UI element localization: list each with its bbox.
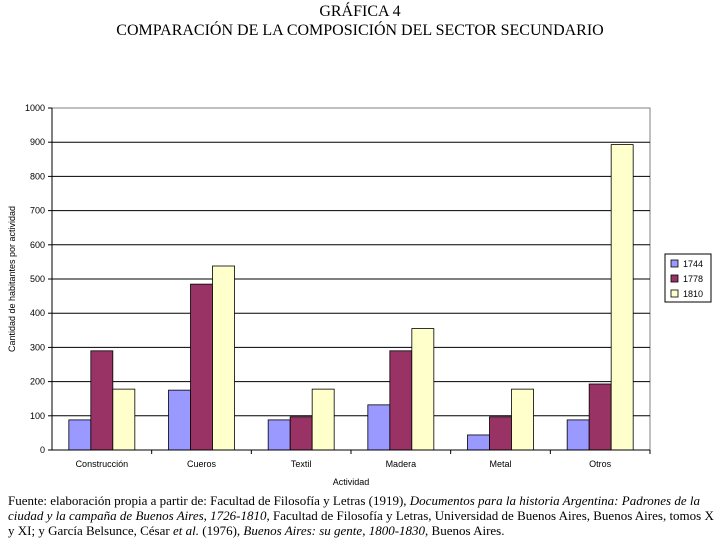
bar-1778-Cueros [190, 283, 213, 451]
bar-1778-Textil [289, 416, 313, 451]
bar-1810-Cueros [212, 265, 235, 451]
legend-label-1778: 1778 [683, 274, 703, 284]
bar-1810-Madera [411, 328, 435, 451]
bar-1810-Textil [311, 388, 335, 451]
bar-1744-Madera [367, 404, 391, 451]
x-tick-label: Otros [589, 459, 612, 469]
bar-1744-Textil [267, 419, 291, 451]
x-tick-label: Cueros [187, 459, 217, 469]
chart-figure-number: GRÁFICA 4 [319, 3, 401, 20]
y-tick-label: 1000 [25, 103, 45, 113]
y-tick-label: 700 [30, 206, 45, 216]
bar-1778-Otros [588, 383, 612, 451]
source-italic-1: Documentos para la historia Argentina: P… [8, 493, 700, 523]
y-tick-label: 200 [30, 377, 45, 387]
y-axis-label: Cantidad de habitantes por actividad [7, 206, 17, 352]
y-tick-labels: 0 100 200 300 400 500 600 700 800 900 1000 [25, 103, 52, 455]
x-tick-label: Metal [489, 459, 511, 469]
bar-1744-Cueros [168, 389, 191, 451]
bar-1744-Otros [566, 419, 590, 451]
bar-1778-Metal [489, 416, 512, 451]
y-tick-label: 900 [30, 137, 45, 147]
bar-1810-Construcción [112, 388, 136, 451]
source-note: Fuente: elaboración propia a partir de: … [8, 493, 714, 538]
source-italic-3: Buenos Aires: su gente, 1800-1830 [243, 523, 426, 538]
x-tick-label: Construcción [76, 459, 129, 469]
x-tick-label: Madera [386, 459, 417, 469]
source-text-4: , Buenos Aires. [425, 523, 505, 538]
bars [68, 144, 634, 451]
legend: 1744 1778 1810 [664, 253, 712, 303]
source-text-2: , Facultad de Filosofía y Letras, Univer… [8, 508, 714, 538]
y-tick-label: 300 [30, 342, 45, 352]
source-text-3: (1976), [198, 523, 244, 538]
y-tick-label: 600 [30, 240, 45, 250]
bar-1778-Madera [389, 350, 413, 451]
y-tick-label: 100 [30, 411, 45, 421]
bar-chart: 0 100 200 300 400 500 600 700 800 900 1000 Constru… [7, 103, 712, 487]
legend-swatch-1744 [670, 259, 679, 268]
x-axis-label: Actividad [333, 477, 370, 487]
x-tick-labels: Construcción Cueros Textil Madera Metal Otros [76, 450, 651, 469]
y-tick-label: 500 [30, 274, 45, 284]
gridlines [52, 141, 650, 417]
legend-label-1810: 1810 [683, 289, 703, 299]
chart-title: COMPARACIÓN DE LA COMPOSICIÓN DEL SECTOR… [116, 22, 604, 39]
bar-1810-Otros [610, 144, 634, 451]
bar-1778-Construcción [90, 350, 114, 451]
bar-1744-Metal [467, 434, 490, 451]
source-text-1: Fuente: elaboración propia a partir de: … [8, 493, 410, 508]
legend-swatch-1810 [670, 289, 679, 298]
y-tick-label: 800 [30, 171, 45, 181]
y-tick-label: 0 [40, 445, 45, 455]
bar-1810-Metal [511, 388, 534, 451]
x-tick-label: Textil [291, 459, 312, 469]
bar-1744-Construcción [68, 419, 92, 451]
y-tick-label: 400 [30, 308, 45, 318]
source-italic-2: et al. [172, 523, 199, 538]
legend-label-1744: 1744 [683, 259, 703, 269]
legend-swatch-1778 [670, 274, 679, 283]
